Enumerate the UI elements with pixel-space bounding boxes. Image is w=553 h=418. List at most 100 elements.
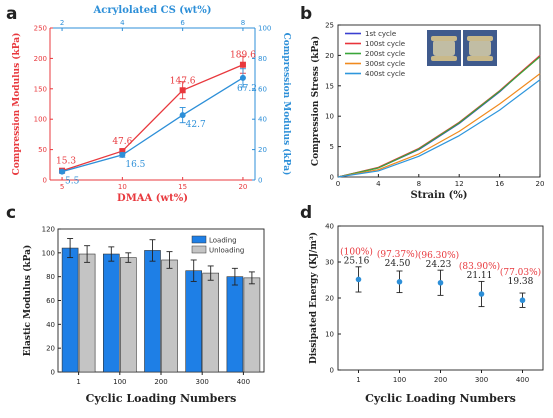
panel-letter-d: d bbox=[300, 203, 312, 223]
y-tick-label: 20 bbox=[46, 345, 55, 353]
x-axis-label: Strain (%) bbox=[410, 190, 467, 201]
data-label: 42.7 bbox=[186, 120, 206, 130]
x-tick-label: 400 bbox=[516, 376, 529, 384]
data-point bbox=[59, 168, 66, 175]
right-tick-label: 40 bbox=[258, 116, 267, 124]
legend-label: Unloading bbox=[209, 247, 244, 255]
plot-frame bbox=[337, 24, 541, 178]
data-point bbox=[355, 276, 362, 283]
data-point bbox=[179, 112, 186, 119]
bar bbox=[202, 272, 219, 373]
data-label: 24.50 bbox=[385, 259, 411, 269]
data-point bbox=[396, 279, 403, 285]
photo-finger-bottom bbox=[467, 56, 493, 61]
data-point bbox=[519, 297, 526, 304]
data-label: 5.5 bbox=[65, 177, 80, 187]
y-tick-label: 0 bbox=[51, 369, 55, 377]
x-tick-label: 300 bbox=[475, 376, 488, 384]
left-tick-label: 200 bbox=[34, 55, 47, 63]
data-point bbox=[239, 61, 246, 68]
right-tick-label: 100 bbox=[258, 25, 271, 33]
y-tick-label: 80 bbox=[46, 273, 55, 281]
data-label: 24.23 bbox=[426, 260, 452, 270]
legend-label: Loading bbox=[209, 237, 237, 245]
legend-label: 200st cycle bbox=[365, 50, 405, 58]
right-tick-label: 0 bbox=[258, 177, 262, 185]
right-tick-label: 80 bbox=[258, 55, 267, 63]
x-tick-label: 400 bbox=[237, 378, 250, 386]
y-tick-label: 0 bbox=[330, 367, 334, 375]
bar bbox=[144, 250, 161, 373]
bottom-tick-label: 5 bbox=[60, 183, 64, 191]
photo-sample bbox=[469, 40, 491, 56]
right-tick-label: 20 bbox=[258, 146, 267, 154]
y-tick-label: 40 bbox=[325, 223, 334, 231]
photo-before-compression bbox=[427, 30, 461, 66]
x-tick-label: 300 bbox=[196, 378, 209, 386]
left-tick-label: 0 bbox=[43, 177, 47, 185]
data-point bbox=[119, 148, 126, 155]
x-tick-label: 200 bbox=[154, 378, 167, 386]
top-tick-label: 8 bbox=[241, 19, 245, 27]
x-tick-label: 100 bbox=[393, 376, 406, 384]
top-tick-label: 4 bbox=[120, 19, 125, 27]
legend-swatch bbox=[191, 245, 207, 254]
legend-swatch bbox=[191, 235, 207, 244]
left-tick-label: 150 bbox=[34, 85, 47, 93]
y-axis-label: Dissipated Energy (KJ/m³) bbox=[308, 232, 319, 364]
bar bbox=[226, 276, 244, 373]
percent-label: (100%) bbox=[340, 246, 373, 257]
y-tick-label: 20 bbox=[325, 295, 334, 303]
panel-a-chart: 0 50 100 150 200 250 0 20 40 60 80 100 5 10 15 20 2 4 6 8 DM… bbox=[11, 5, 292, 204]
x-axis-label: Cyclic Loading Numbers bbox=[86, 392, 237, 405]
legend-label: 1st cycle bbox=[365, 30, 396, 38]
photo-after-compression bbox=[463, 30, 497, 66]
y-axis-label: Elastic Modulus (kPa) bbox=[22, 245, 33, 356]
series-line bbox=[337, 73, 541, 178]
panel-c-chart: 0 20 40 60 80 100 120 1 100 200 300 400 Loading Unloa… bbox=[22, 226, 265, 405]
data-point bbox=[478, 291, 485, 297]
x-tick-label: 1 bbox=[356, 376, 360, 384]
panel-letter-a: a bbox=[6, 4, 17, 24]
y-axis-label: Compression Stress (kPa) bbox=[310, 36, 321, 166]
percent-label: (97.37%) bbox=[377, 249, 418, 260]
photo-inset bbox=[427, 30, 497, 66]
right-tick-label: 60 bbox=[258, 85, 267, 93]
data-point bbox=[239, 74, 246, 81]
x-tick-label: 1 bbox=[76, 378, 80, 386]
x-axis-label: Cyclic Loading Numbers bbox=[365, 392, 516, 405]
data-label: 25.16 bbox=[344, 256, 370, 266]
legend-label: 300st cycle bbox=[365, 60, 405, 68]
y-tick-label: 120 bbox=[42, 226, 55, 234]
x-axis-label: DMAA (wt%) bbox=[117, 193, 188, 204]
y-tick-label: 20 bbox=[325, 52, 334, 60]
data-label: 147.6 bbox=[170, 76, 196, 86]
y-tick-label: 15 bbox=[325, 82, 334, 90]
series-line bbox=[337, 56, 541, 178]
x-tick-label: 0 bbox=[336, 180, 340, 188]
top-tick-label: 2 bbox=[60, 19, 64, 27]
percent-label: (77.03%) bbox=[500, 267, 541, 278]
data-point bbox=[119, 151, 126, 158]
bar bbox=[61, 247, 79, 373]
bottom-tick-label: 20 bbox=[238, 183, 247, 191]
panel-letter-c: c bbox=[6, 203, 16, 223]
y-tick-label: 60 bbox=[46, 297, 55, 305]
x-tick-label: 20 bbox=[536, 180, 545, 188]
y-axis-label: Compression Modulus (kPa) bbox=[11, 33, 22, 176]
photo-sample bbox=[433, 40, 455, 56]
photo-finger-top bbox=[467, 36, 493, 41]
data-label: 15.3 bbox=[56, 157, 76, 167]
data-label: 21.11 bbox=[467, 271, 493, 281]
y-tick-label: 10 bbox=[325, 113, 334, 121]
left-tick-label: 100 bbox=[34, 116, 47, 124]
bar bbox=[161, 259, 178, 373]
series-line-right bbox=[61, 77, 244, 173]
y-tick-label: 100 bbox=[42, 249, 55, 257]
y-tick-label: 0 bbox=[330, 174, 334, 182]
bar bbox=[103, 253, 120, 373]
legend-label: 100st cycle bbox=[365, 40, 405, 48]
x-tick-label: 8 bbox=[417, 180, 421, 188]
